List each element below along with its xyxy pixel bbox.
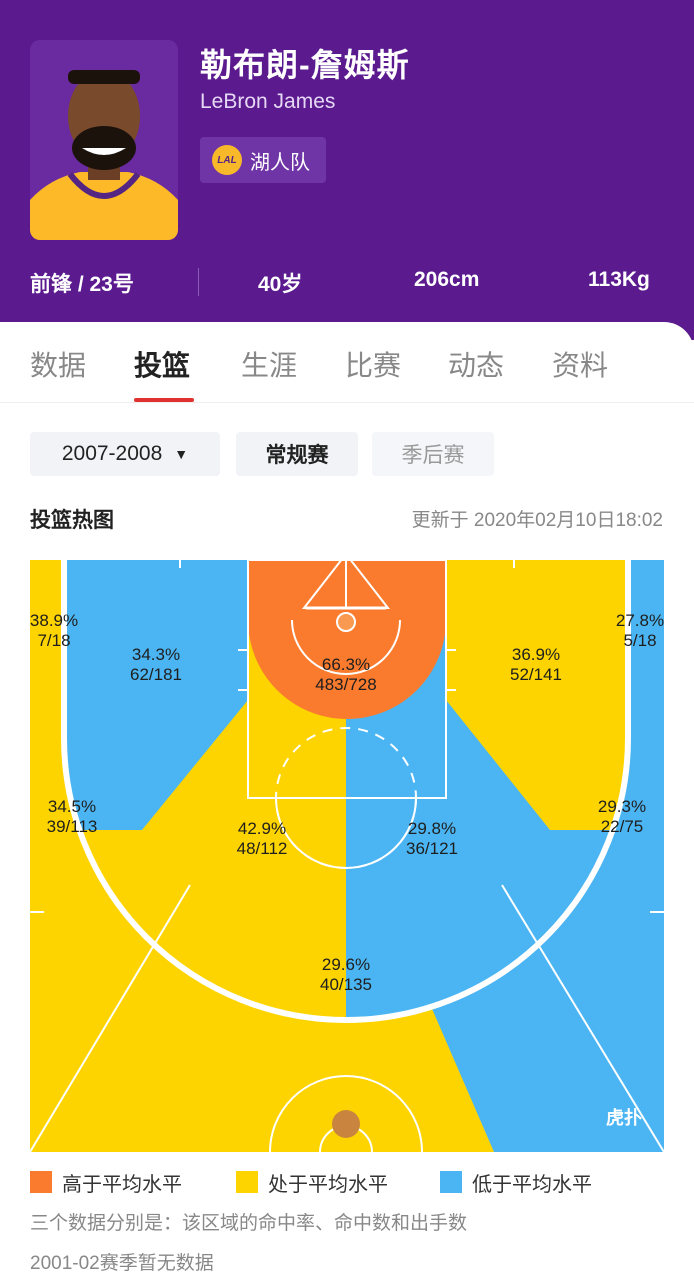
zone-ratio-right-wing-three: 22/75 [601,817,644,836]
legend-label-above: 高于平均水平 [62,1173,182,1196]
player-photo [30,40,178,240]
season-dropdown[interactable]: 2007-2008 ▼ [30,432,220,476]
data-explanation: 三个数据分别是：该区域的命中率、命中数和出手数 [30,1213,468,1234]
player-name-cn: 勒布朗-詹姆斯 [200,47,410,83]
legend-above: 高于平均水平 [30,1167,182,1197]
zone-pct-right-elbow: 29.8% [408,819,456,838]
zone-ratio-left-elbow: 48/112 [237,839,288,858]
zone-right-corner [628,560,664,743]
zone-pct-paint: 66.3% [322,655,370,674]
content-card: 数据 投篮 生涯 比赛 动态 资料 2007-2008 ▼ 常规赛 季后赛 投篮… [0,322,694,1280]
zone-pct-left-corner: 38.9% [30,611,78,630]
tab-data[interactable]: 数据 [30,350,87,381]
team-badge[interactable]: LAL 湖人队 [200,137,326,183]
backboard-icon [301,552,391,609]
zone-pct-left-baseline-mid: 34.3% [132,645,180,664]
player-height: 206cm [414,268,480,291]
tab-shooting[interactable]: 投篮 [134,350,191,381]
zone-pct-left-wing-three: 34.5% [48,797,96,816]
shot-heatmap: 38.9% 7/18 34.3% 62/181 66.3% 483/728 36.9% 52/… [29,552,665,1153]
legend-below: 低于平均水平 [440,1167,592,1197]
team-name: 湖人队 [250,151,310,174]
playoffs-button[interactable]: 季后赛 [372,432,494,476]
zone-ratio-right-corner: 5/18 [623,631,656,650]
tab-profile[interactable]: 资料 [552,350,609,381]
legend-swatch-above [30,1171,52,1193]
rim-icon [336,612,356,632]
no-data-note: 2001-02赛季暂无数据 [30,1253,214,1274]
zone-ratio-right-baseline-mid: 52/141 [510,665,562,684]
legend-label-below: 低于平均水平 [472,1173,592,1196]
tab-bar: 数据 投篮 生涯 比赛 动态 资料 [0,322,694,403]
zone-ratio-top-three: 40/135 [320,975,372,994]
player-weight: 113Kg [588,268,650,291]
player-age: 40岁 [258,273,303,296]
zone-pct-right-baseline-mid: 36.9% [512,645,560,664]
legend-avg: 处于平均水平 [236,1167,388,1197]
zone-pct-left-elbow: 42.9% [238,819,286,838]
zone-pct-right-wing-three: 29.3% [598,797,646,816]
divider [198,268,199,296]
player-name-en: LeBron James [200,90,336,113]
legend-label-avg: 处于平均水平 [268,1173,388,1196]
lakers-logo-icon: LAL [212,145,242,175]
season-value: 2007-2008 [61,442,163,465]
tab-news[interactable]: 动态 [448,350,505,381]
update-time: 更新于 2020年02月10日18:02 [411,510,663,531]
basketball-icon [332,1110,360,1138]
tab-games[interactable]: 比赛 [345,350,402,381]
player-position: 前锋 / 23号 [30,273,134,296]
zone-ratio-paint: 483/728 [315,675,376,694]
zone-ratio-left-corner: 7/18 [37,631,70,650]
zone-left-corner [30,560,66,743]
legend-swatch-below [440,1171,462,1193]
zone-paint [248,560,446,719]
zone-ratio-left-wing-three: 39/113 [47,817,98,836]
zone-right-baseline-mid [446,560,628,830]
player-info-row: 前锋 / 23号 40岁 206cm 113Kg [0,262,694,302]
player-header: 勒布朗-詹姆斯 LeBron James LAL 湖人队 前锋 / 23号 40… [0,0,694,340]
zone-pct-top-three: 29.6% [322,955,370,974]
regular-season-button[interactable]: 常规赛 [236,432,358,476]
zone-pct-right-corner: 27.8% [616,611,664,630]
legend-swatch-avg [236,1171,258,1193]
player-avatar-image [30,40,178,240]
zone-labels: 38.9%7/18 34.3%62/181 66.3%483/728 36.9%52/… [30,611,664,994]
active-tab-indicator [134,398,194,402]
section-title: 投篮热图 [30,509,114,532]
tab-career[interactable]: 生涯 [241,350,298,381]
hupu-watermark: 虎扑 [606,1107,642,1128]
zone-ratio-left-baseline-mid: 62/181 [130,665,182,684]
zone-left-baseline-mid [64,560,248,830]
court-svg: 38.9%7/18 34.3%62/181 66.3%483/728 36.9%52/… [29,552,665,1153]
zone-ratio-right-elbow: 36/121 [406,839,458,858]
caret-down-icon: ▼ [174,446,189,462]
